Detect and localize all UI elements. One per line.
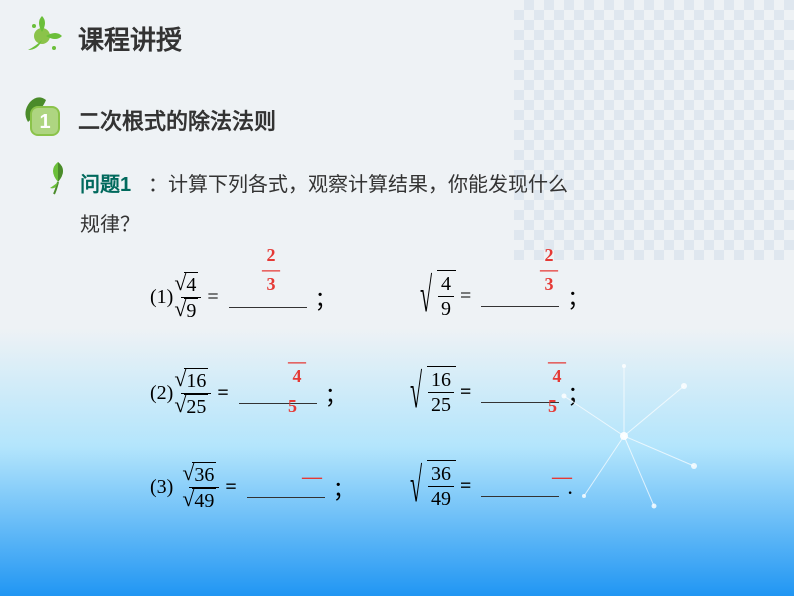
section-subtitle: 二次根式的除法法则 — [78, 104, 276, 136]
answer-2a: —4 — [288, 356, 306, 387]
equation-3-left: (3) √36 √49 = ； — [150, 462, 355, 513]
row-label-1: (1) — [150, 286, 173, 309]
answer-1b: 2—3 — [540, 246, 558, 295]
answer-3a: — — [302, 466, 322, 489]
question-label: 问题1 — [80, 168, 131, 197]
answer-2b-den: 5 — [548, 396, 557, 417]
row-label-2: (2) — [150, 382, 173, 405]
answer-3b: — — [552, 466, 572, 489]
equation-2-left: (2) √16 √25 = ； — [150, 368, 347, 419]
badge-number: 1 — [39, 111, 50, 133]
question-text-2: 规律？ — [80, 208, 140, 237]
equation-1-right: √ 4 9 = ； — [438, 272, 589, 321]
logo-icon — [18, 12, 66, 60]
row-label-3: (3) — [150, 476, 173, 499]
blank-3b — [481, 477, 559, 497]
leaf-icon — [42, 160, 74, 196]
question-text-1: ：计算下列各式，观察计算结果，你能发现什么 — [148, 168, 568, 197]
page-title: 课程讲授 — [78, 20, 182, 57]
answer-2b: —4 — [548, 356, 566, 387]
section-badge: 1 — [20, 92, 64, 142]
answer-2a-den: 5 — [288, 396, 297, 417]
answer-1a: 2—3 — [262, 246, 280, 295]
equation-1-left: (1) √4 √9 = ； — [150, 272, 337, 323]
checker-background — [514, 0, 794, 260]
